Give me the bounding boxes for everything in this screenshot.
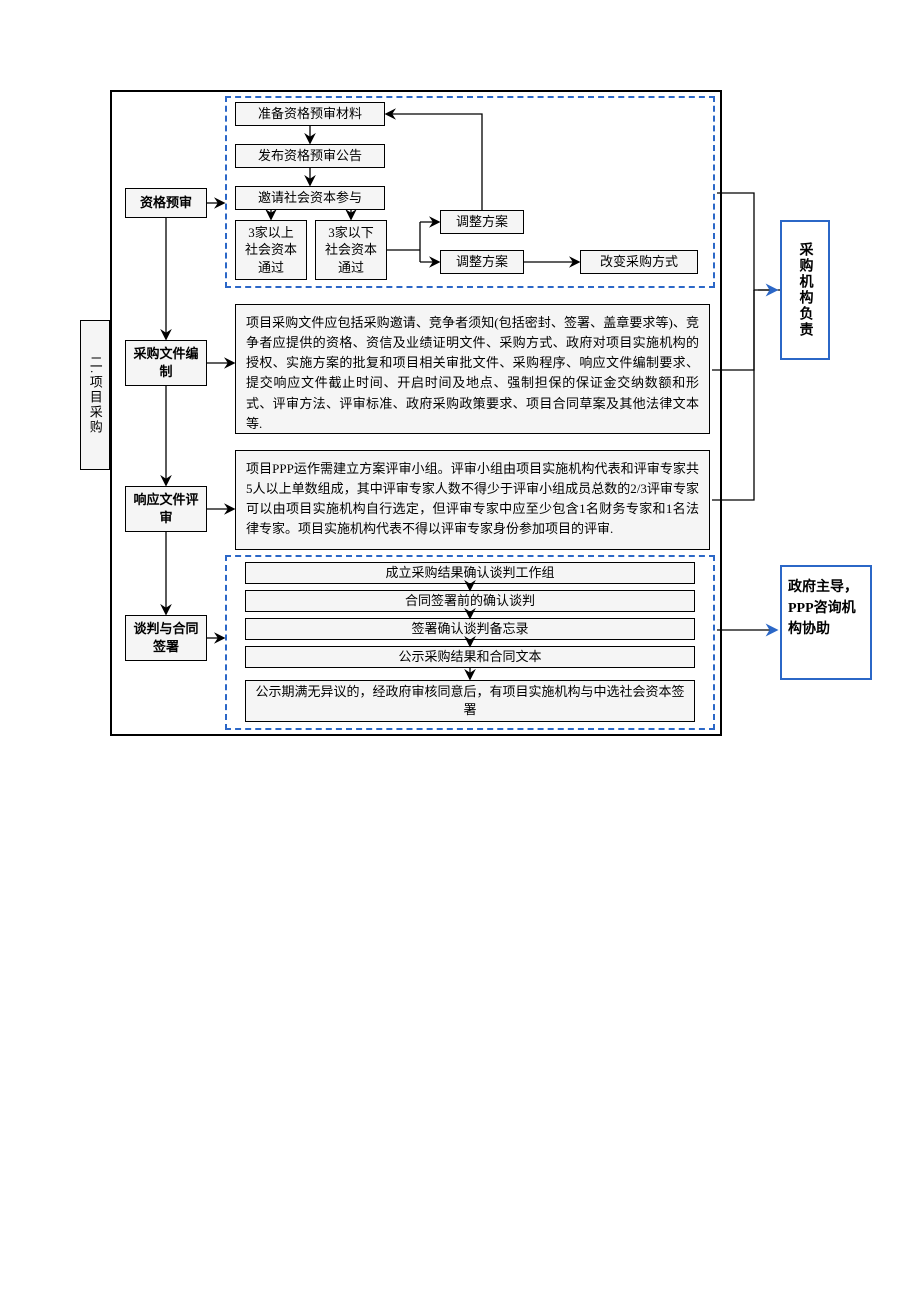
qual-n2: 发布资格预审公告 <box>235 144 385 168</box>
qual-n1: 准备资格预审材料 <box>235 102 385 126</box>
stage-4: 谈判与合同签署 <box>125 615 207 661</box>
stage-3: 响应文件评审 <box>125 486 207 532</box>
nego-n1: 成立采购结果确认谈判工作组 <box>245 562 695 584</box>
qual-n7: 调整方案 <box>440 250 524 274</box>
qual-n5: 3家以下社会资本通过 <box>315 220 387 280</box>
annot-r1: 采购机构负责 <box>780 220 830 360</box>
qual-n8: 改变采购方式 <box>580 250 698 274</box>
qual-n3: 邀请社会资本参与 <box>235 186 385 210</box>
para-2: 项目PPP运作需建立方案评审小组。评审小组由项目实施机构代表和评审专家共5人以上… <box>235 450 710 550</box>
section-title-vertical: 二.项目采购 <box>80 320 110 470</box>
qual-n6: 调整方案 <box>440 210 524 234</box>
para-1: 项目采购文件应包括采购邀请、竞争者须知(包括密封、签署、盖章要求等)、竞争者应提… <box>235 304 710 434</box>
qual-n4: 3家以上社会资本通过 <box>235 220 307 280</box>
annot-r2: 政府主导，PPP咨询机构协助 <box>780 565 872 680</box>
stage-2: 采购文件编制 <box>125 340 207 386</box>
nego-n2: 合同签署前的确认谈判 <box>245 590 695 612</box>
stage-1: 资格预审 <box>125 188 207 218</box>
nego-n4: 公示采购结果和合同文本 <box>245 646 695 668</box>
nego-n3: 签署确认谈判备忘录 <box>245 618 695 640</box>
nego-n5: 公示期满无异议的，经政府审核同意后，有项目实施机构与中选社会资本签署 <box>245 680 695 722</box>
